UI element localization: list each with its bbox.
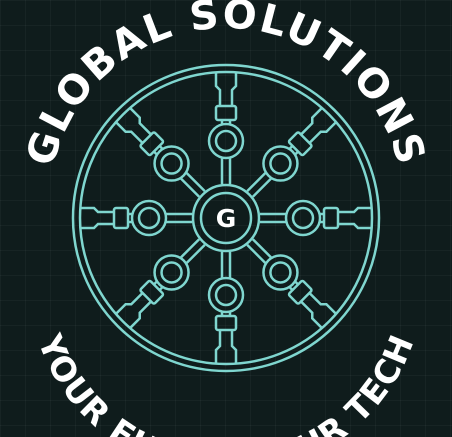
spoke-node — [269, 261, 292, 284]
spoke-node — [269, 152, 292, 175]
spoke-trace — [308, 292, 338, 316]
spoke-trace — [80, 222, 114, 230]
circuit-spoke — [207, 72, 245, 184]
spoke-node-ring — [153, 254, 190, 291]
spoke-node-ring — [284, 199, 322, 237]
tagline: YOUR FUTURE, OUR TECH — [30, 328, 422, 437]
spoke-line — [288, 144, 294, 150]
spoke-trace — [338, 206, 372, 214]
spoke-node — [214, 129, 238, 153]
spoke-trace — [80, 206, 114, 214]
circuit-spoke — [246, 238, 338, 330]
spoke-trace — [308, 120, 338, 144]
spoke-trace — [338, 222, 372, 230]
circuit-spoke — [246, 106, 338, 198]
brand-name-path: GLOBAL SOLUTIONS — [18, 0, 432, 171]
spoke-line — [251, 238, 273, 259]
spoke-connector — [287, 131, 313, 157]
spoke-trace — [114, 120, 144, 144]
spoke-line — [185, 243, 206, 265]
spoke-trace — [230, 72, 238, 106]
circuit-spoke — [207, 252, 245, 364]
spoke-line — [246, 243, 267, 265]
spoke-node-ring — [207, 122, 245, 160]
spoke-trace — [214, 330, 222, 364]
spoke-line — [152, 150, 158, 156]
spoke-connector — [287, 279, 313, 305]
spoke-node — [291, 206, 315, 230]
spoke-trace — [230, 330, 238, 364]
brand-name: GLOBAL SOLUTIONS — [18, 0, 434, 171]
spoke-line — [179, 177, 201, 198]
spoke-line — [294, 150, 300, 156]
spoke-connector — [112, 206, 130, 230]
circuit-spoke — [114, 106, 206, 198]
spoke-line — [158, 144, 164, 150]
spoke-line — [152, 280, 158, 286]
spoke-node — [160, 152, 183, 175]
spoke-node-ring — [207, 276, 245, 314]
spoke-trace — [128, 106, 152, 136]
spoke-line — [294, 280, 300, 286]
spoke-trace — [214, 72, 222, 106]
spoke-connector — [139, 279, 165, 305]
circuit-spoke — [260, 199, 372, 237]
center-letter: G — [216, 204, 237, 233]
spoke-node — [137, 206, 161, 230]
spoke-connector — [139, 131, 165, 157]
spoke-trace — [128, 300, 152, 330]
spoke-node-ring — [262, 145, 299, 182]
spoke-connector — [214, 314, 238, 332]
spoke-node-ring — [153, 145, 190, 182]
spoke-line — [185, 171, 206, 193]
spoke-node-ring — [130, 199, 168, 237]
circuit-wheel-icon — [71, 63, 381, 373]
spoke-line — [158, 286, 164, 292]
spoke-trace — [300, 106, 324, 136]
spoke-line — [179, 238, 201, 259]
tagline-path: YOUR FUTURE, OUR TECH — [30, 328, 421, 437]
spoke-connector — [322, 206, 340, 230]
center-hub — [199, 191, 253, 245]
center-hub-ring — [191, 183, 261, 253]
spoke-line — [246, 171, 267, 193]
spoke-node-ring — [262, 254, 299, 291]
spoke-trace — [300, 300, 324, 330]
circuit-spoke — [114, 238, 206, 330]
spoke-node — [160, 261, 183, 284]
spoke-trace — [114, 292, 144, 316]
spoke-line — [288, 286, 294, 292]
spoke-connector — [214, 104, 238, 122]
spoke-node — [214, 283, 238, 307]
spoke-line — [251, 177, 273, 198]
circuit-spoke — [80, 199, 192, 237]
